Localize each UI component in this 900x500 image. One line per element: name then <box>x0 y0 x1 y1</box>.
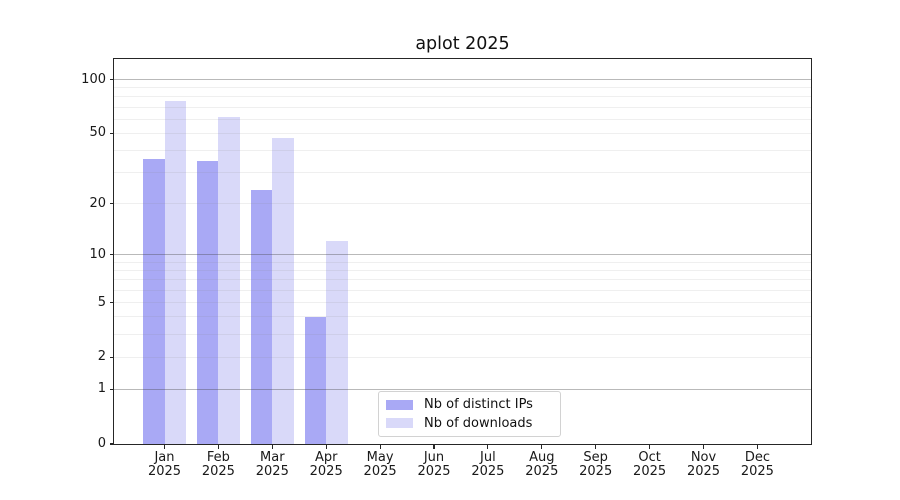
x-tick-label: Aug 2025 <box>525 450 559 479</box>
y-tick-mark <box>109 254 114 256</box>
bar-downloads <box>218 116 240 444</box>
bar-downloads <box>272 138 294 444</box>
minor-gridline <box>114 302 811 303</box>
y-tick-label: 2 <box>97 349 106 365</box>
y-tick-mark <box>109 443 114 445</box>
minor-gridline <box>114 106 811 108</box>
y-tick-mark <box>109 388 114 390</box>
minor-gridline <box>114 132 811 134</box>
y-tick-mark <box>109 202 114 205</box>
x-tick-mark <box>756 444 758 449</box>
minor-gridline <box>114 316 811 318</box>
minor-gridline <box>114 118 811 120</box>
minor-gridline <box>114 96 811 98</box>
major-gridline <box>114 254 811 256</box>
y-tick-mark <box>109 78 114 81</box>
y-tick-label: 50 <box>89 125 106 141</box>
bar-distinct-ips <box>250 189 273 444</box>
minor-gridline <box>114 269 811 271</box>
y-tick-label: 0 <box>97 436 106 451</box>
legend-item-distinct-ips: Nb of distinct IPs <box>386 397 560 412</box>
legend-swatch-downloads <box>386 418 413 429</box>
x-tick-label: Sep 2025 <box>579 450 613 479</box>
y-tick-mark <box>109 301 114 304</box>
x-tick-mark <box>702 444 705 449</box>
minor-gridline <box>114 334 811 336</box>
x-tick-label: Nov 2025 <box>686 450 721 479</box>
x-tick-mark <box>541 444 543 449</box>
x-tick-mark <box>325 444 327 449</box>
y-tick-label: 100 <box>81 71 106 87</box>
y-tick-label: 5 <box>97 294 106 310</box>
x-tick-mark <box>649 444 651 449</box>
minor-gridline <box>114 172 811 174</box>
legend-label-downloads: Nb of downloads <box>424 415 533 431</box>
plot-area <box>114 59 811 444</box>
bar-distinct-ips <box>143 158 165 444</box>
bar-downloads <box>326 241 348 444</box>
minor-gridline <box>114 261 811 263</box>
x-tick-mark <box>433 444 435 449</box>
y-tick-mark <box>109 132 114 135</box>
major-gridline <box>114 388 811 390</box>
minor-gridline <box>114 289 811 291</box>
x-tick-mark <box>163 444 166 449</box>
x-tick-mark <box>217 444 219 449</box>
x-tick-label: Mar 2025 <box>255 450 289 479</box>
y-tick-label: 20 <box>89 195 106 211</box>
x-tick-label: Jan 2025 <box>147 450 182 479</box>
legend: Nb of distinct IPs Nb of downloads <box>378 391 561 437</box>
x-tick-label: Jul 2025 <box>471 450 505 479</box>
bar-distinct-ips <box>196 161 219 444</box>
minor-gridline <box>114 356 811 358</box>
bar-downloads <box>164 100 186 444</box>
legend-swatch-distinct-ips <box>386 399 413 410</box>
y-tick-label: 1 <box>97 381 106 397</box>
x-tick-label: May 2025 <box>363 450 397 479</box>
x-tick-label: Jun 2025 <box>417 450 451 479</box>
x-tick-label: Dec 2025 <box>740 450 774 479</box>
major-gridline <box>114 79 811 81</box>
x-tick-label: Feb 2025 <box>201 450 235 479</box>
minor-gridline <box>114 87 811 89</box>
x-tick-label: Oct 2025 <box>633 450 667 479</box>
x-tick-label: Apr 2025 <box>309 450 343 479</box>
bar-distinct-ips <box>304 316 327 444</box>
minor-gridline <box>114 279 811 281</box>
x-tick-mark <box>595 444 597 449</box>
chart-title: aplot 2025 <box>415 34 510 54</box>
y-tick-label: 10 <box>89 246 106 262</box>
legend-label-distinct-ips: Nb of distinct IPs <box>424 397 533 413</box>
x-tick-mark <box>379 444 381 449</box>
minor-gridline <box>114 203 811 205</box>
minor-gridline <box>114 150 811 152</box>
legend-item-downloads: Nb of downloads <box>386 416 560 431</box>
x-tick-mark <box>487 444 489 449</box>
x-tick-mark <box>271 444 273 449</box>
y-tick-mark <box>109 356 114 358</box>
